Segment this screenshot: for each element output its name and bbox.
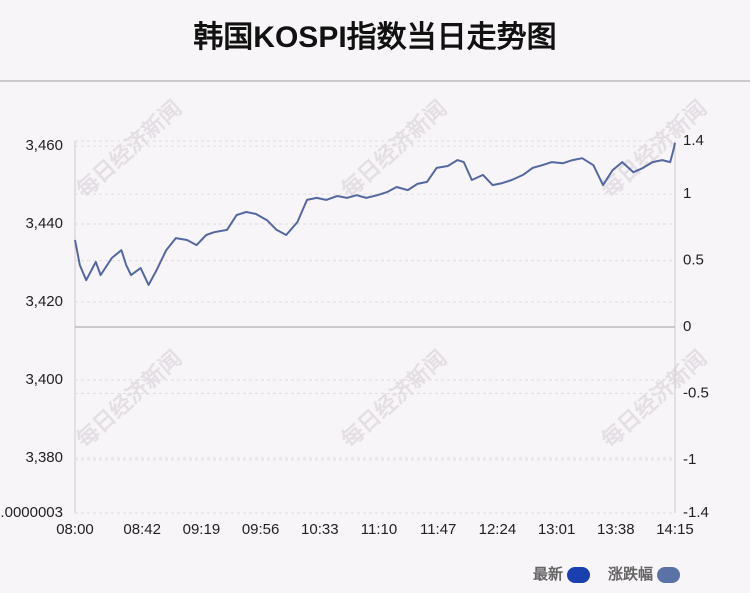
chart-title: 韩国KOSPI指数当日走势图 — [193, 21, 556, 54]
y2-tick-label: 0 — [683, 318, 691, 335]
y2-tick-label: 0.5 — [683, 252, 704, 269]
y2-tick-label: -0.5 — [683, 384, 709, 401]
x-tick-label: 10:33 — [301, 521, 339, 538]
price-line — [74, 142, 676, 286]
y2-tick-label: 1.4 — [683, 132, 704, 149]
x-tick-label: 11:47 — [420, 521, 456, 538]
y-tick-label: 3360.0000003 — [0, 504, 63, 521]
x-tick-label: 14:15 — [656, 521, 694, 538]
legend-label: 涨跌幅 — [608, 565, 653, 583]
x-tick-label: 13:38 — [597, 521, 635, 538]
y2-tick-label: -1.4 — [683, 504, 709, 521]
y-tick-label: 3,440 — [25, 215, 63, 232]
y-tick-label: 3,420 — [25, 293, 63, 310]
legend-label: 最新 — [533, 565, 563, 583]
x-tick-label: 11:10 — [361, 521, 397, 538]
y-tick-label: 3,380 — [25, 449, 63, 466]
x-tick-label: 09:19 — [183, 521, 221, 538]
x-tick-label: 09:56 — [242, 521, 280, 538]
y-tick-label: 3,460 — [25, 137, 63, 154]
y-tick-label: 3,400 — [25, 371, 63, 388]
legend-swatch — [567, 567, 591, 583]
y2-tick-label: -1 — [683, 451, 696, 468]
x-tick-label: 12:24 — [479, 521, 517, 538]
legend-swatch — [657, 567, 681, 583]
x-tick-label: 13:01 — [538, 521, 576, 538]
x-tick-label: 08:42 — [123, 521, 161, 538]
y2-tick-label: 1 — [683, 185, 691, 202]
x-tick-label: 08:00 — [56, 521, 94, 538]
